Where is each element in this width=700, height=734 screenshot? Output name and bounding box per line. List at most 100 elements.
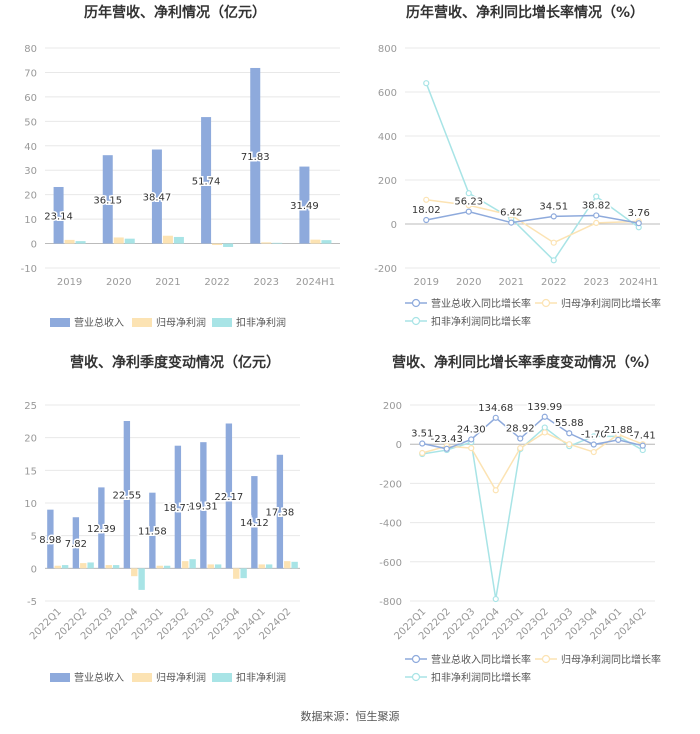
data-point (635, 220, 642, 227)
y-tick-label: 25 (24, 401, 37, 412)
point-data-label: 34.51 (539, 201, 568, 212)
y-tick-label: -400 (379, 519, 402, 530)
data-point (550, 213, 557, 220)
bar (102, 155, 113, 244)
y-tick-label: 70 (24, 68, 37, 79)
bar (233, 568, 240, 579)
bar (124, 238, 135, 244)
y-tick-label: -200 (374, 264, 397, 275)
bar (182, 561, 189, 569)
bar (54, 565, 61, 569)
data-point (419, 449, 426, 457)
point-data-label: 24.30 (457, 424, 486, 435)
series-line (422, 415, 643, 450)
data-point (468, 445, 475, 452)
legend-swatch (132, 318, 152, 327)
data-point (423, 196, 430, 203)
data-point (615, 436, 622, 444)
x-tick-label: 2022 (541, 277, 566, 288)
data-point (593, 219, 600, 226)
bar (163, 565, 171, 569)
data-point (465, 202, 472, 209)
y-tick-label: 0 (391, 220, 397, 231)
y-tick-label: 15 (24, 466, 37, 477)
bar (189, 559, 196, 569)
bar (240, 568, 247, 579)
data-point (566, 441, 573, 448)
y-tick-label: 200 (378, 176, 397, 187)
bar (225, 423, 233, 569)
legend-marker (541, 654, 551, 664)
legend-swatch (212, 673, 232, 682)
legend-label: 归母净利润 (156, 671, 206, 684)
x-tick-label: 2019 (57, 277, 82, 288)
bar (151, 149, 162, 244)
y-tick-label: 5 (31, 532, 37, 543)
legend-swatch (50, 673, 70, 682)
bar (212, 243, 223, 246)
chart-title: 历年营收、净利情况（亿元） (84, 4, 266, 21)
x-tick-label: 2024H1 (619, 277, 658, 288)
bar (162, 235, 173, 244)
legend-label: 营业总收入同比增长率 (431, 653, 531, 666)
bar (265, 564, 273, 569)
series-line (426, 199, 639, 244)
bar (75, 241, 86, 244)
chart-title: 营收、净利同比增长率季度变动情况（%） (392, 354, 658, 371)
point-data-label: 134.68 (478, 403, 513, 414)
legend-swatch (212, 318, 232, 327)
bar (113, 237, 124, 244)
data-point (423, 80, 430, 87)
data-point (443, 445, 450, 452)
legend-swatch (50, 318, 70, 327)
bar-data-label: 11.58 (138, 527, 167, 538)
data-point (492, 595, 499, 603)
y-tick-label: 400 (378, 132, 397, 143)
bar-data-label: 17.38 (266, 508, 295, 519)
bar (299, 166, 310, 244)
data-point (590, 441, 597, 448)
data-point (541, 424, 548, 431)
quarterly-revenue-profit-chart: 营收、净利季度变动情况（亿元）-505101520252022Q12022Q22… (24, 354, 300, 684)
bar (321, 240, 332, 244)
bar (291, 561, 298, 569)
bar (72, 517, 80, 569)
bar-data-label: 22.17 (215, 492, 244, 503)
bar (156, 565, 163, 569)
legend-swatch (132, 673, 152, 682)
legend-label: 营业总收入 (74, 316, 124, 329)
data-point (550, 239, 557, 246)
y-tick-label: 50 (24, 117, 37, 128)
data-point (419, 440, 426, 447)
point-data-label: 55.88 (555, 418, 584, 429)
data-point (593, 212, 600, 219)
y-tick-label: 10 (24, 215, 37, 226)
y-tick-label: 0 (396, 440, 402, 451)
series-line (425, 82, 640, 262)
legend-marker (411, 654, 421, 664)
bar (174, 445, 182, 569)
bar-data-label: 38.47 (143, 193, 172, 204)
data-point (508, 219, 515, 226)
bar (251, 476, 258, 569)
data-point (492, 414, 499, 421)
bar-data-label: 18.77 (164, 503, 193, 514)
bar (272, 242, 283, 244)
legend-marker (411, 672, 421, 682)
legend-label: 归母净利润同比增长率 (561, 297, 661, 310)
data-point (566, 430, 573, 437)
legend-label: 归母净利润同比增长率 (561, 653, 661, 666)
bar-data-label: 19.31 (189, 501, 218, 512)
chart-title: 营收、净利季度变动情况（亿元） (70, 354, 280, 371)
y-tick-label: 60 (24, 93, 37, 104)
bar (123, 421, 131, 569)
y-tick-label: 30 (24, 166, 37, 177)
point-data-label: -1.70 (581, 430, 607, 441)
data-point (465, 208, 472, 215)
x-tick-label: 2019 (414, 277, 439, 288)
data-point (639, 442, 646, 449)
point-data-label: 56.23 (454, 197, 483, 208)
y-tick-label: 600 (378, 88, 397, 99)
data-point (590, 448, 597, 456)
bar (207, 564, 214, 569)
